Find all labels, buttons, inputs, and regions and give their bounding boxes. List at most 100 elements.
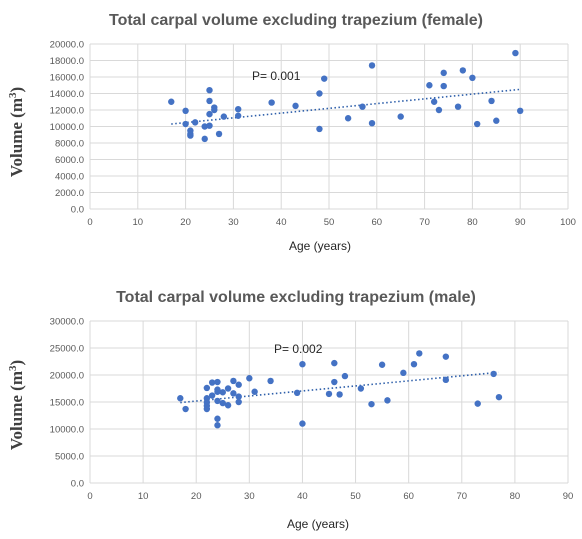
data-point [234, 112, 242, 119]
gridlines [89, 320, 569, 484]
data-point [214, 415, 221, 422]
data-point [234, 105, 242, 113]
data-point [201, 123, 208, 130]
data-point [187, 132, 194, 139]
data-point [219, 399, 226, 407]
data-point [292, 102, 299, 110]
trendline [171, 88, 521, 125]
y-tick-labels: 0.0 2000.0 4000.0 6000.0 8000.0 10000.0 12000.… [50, 40, 84, 216]
x-tick-label: 10 [138, 491, 149, 502]
x-tick-label: 70 [419, 217, 430, 228]
x-tick-label: 20 [191, 491, 202, 502]
data-point [416, 350, 423, 357]
data-point [316, 125, 323, 133]
data-point [490, 370, 497, 378]
data-point [203, 384, 211, 392]
data-point [331, 378, 338, 386]
x-tick-label: 80 [467, 217, 478, 228]
data-point [474, 400, 481, 407]
x-tick-label: 50 [350, 491, 361, 502]
data-points [177, 350, 503, 429]
data-point [316, 90, 323, 97]
y-tick-label: 0.0 [71, 479, 84, 490]
data-point [440, 82, 447, 90]
data-point [299, 361, 306, 368]
y-tick-label: 25000.0 [50, 344, 84, 355]
x-axis-label: Age (years) [289, 239, 351, 253]
data-point [344, 115, 352, 122]
y-axis-label-close: ) [7, 360, 26, 366]
data-point [211, 106, 218, 114]
data-point [378, 361, 386, 368]
data-point [488, 97, 495, 105]
x-tick-label: 10 [133, 217, 144, 228]
x-tick-label: 50 [324, 217, 335, 228]
y-tick-label: 30000.0 [50, 317, 84, 328]
p-value-annotation: P= 0.001 [252, 69, 301, 83]
data-point [384, 397, 391, 404]
data-point [397, 113, 404, 120]
data-point [357, 385, 365, 392]
data-point [235, 393, 242, 400]
data-point [331, 359, 338, 367]
x-tick-label: 80 [510, 491, 521, 502]
y-axis-label-main: Volume (m [7, 98, 26, 177]
x-tick-label: 0 [87, 217, 92, 228]
y-tick-label: 4000.0 [55, 172, 84, 183]
y-tick-label: 12000.0 [50, 106, 84, 117]
y-axis-label-sup: 3 [7, 92, 19, 98]
x-tick-label: 60 [403, 491, 414, 502]
y-tick-label: 6000.0 [55, 155, 84, 166]
data-point [177, 395, 184, 402]
data-point [206, 87, 213, 94]
data-point [512, 49, 519, 57]
y-tick-label: 20000.0 [50, 371, 84, 382]
x-tick-label: 90 [563, 491, 574, 502]
data-point [215, 130, 223, 138]
x-tick-label: 100 [560, 217, 576, 228]
x-tick-label: 20 [180, 217, 191, 228]
data-point [359, 103, 366, 110]
x-tick-label: 40 [276, 217, 287, 228]
x-tick-labels: 0 10 20 30 40 50 60 70 80 90 100 [87, 217, 576, 228]
data-point [182, 405, 189, 413]
data-point [168, 98, 175, 105]
data-point [459, 67, 467, 74]
y-tick-label: 15000.0 [50, 398, 84, 409]
data-point [336, 391, 343, 398]
data-point [251, 388, 258, 395]
x-tick-label: 0 [87, 491, 92, 502]
data-point [493, 117, 500, 124]
y-axis-label-main: Volume (m [7, 371, 26, 450]
data-point [203, 405, 211, 413]
data-point [220, 113, 228, 120]
trendline-layer [171, 88, 521, 125]
gridlines [89, 43, 569, 210]
data-point [235, 381, 242, 388]
data-point [191, 119, 199, 126]
data-point [454, 103, 462, 110]
data-point [410, 361, 418, 368]
y-axis-label: Volume (m3) [7, 360, 26, 450]
y-tick-label: 8000.0 [55, 139, 84, 150]
y-tick-label: 10000.0 [50, 122, 84, 133]
data-point [208, 392, 216, 399]
data-point [440, 69, 447, 77]
trendline-layer [180, 371, 500, 404]
data-point [246, 375, 253, 382]
data-point [442, 353, 450, 360]
data-point [435, 106, 443, 114]
y-tick-label: 16000.0 [50, 73, 84, 84]
y-tick-label: 5000.0 [55, 452, 84, 463]
data-point [224, 402, 232, 409]
data-point [235, 398, 242, 406]
x-tick-label: 90 [515, 217, 526, 228]
data-point [267, 377, 274, 385]
data-point [400, 369, 407, 377]
x-tick-label: 30 [244, 491, 255, 502]
data-point [299, 420, 306, 427]
x-axis-label: Age (years) [287, 517, 349, 531]
data-point [219, 389, 226, 396]
p-value-annotation: P= 0.002 [274, 342, 323, 356]
